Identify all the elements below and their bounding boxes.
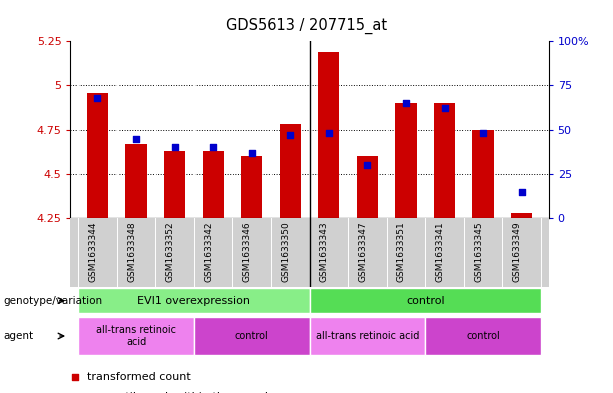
Text: GSM1633345: GSM1633345 [474, 222, 483, 282]
Text: GSM1633348: GSM1633348 [127, 222, 136, 282]
Text: control: control [406, 296, 444, 306]
Text: GSM1633342: GSM1633342 [204, 222, 213, 282]
Bar [395, 103, 417, 218]
Text: control: control [466, 331, 500, 341]
Bar [164, 151, 185, 218]
Point [131, 135, 141, 141]
Bar [202, 151, 224, 218]
Point [517, 188, 527, 195]
Bar [434, 103, 455, 218]
Point [170, 144, 180, 151]
Text: GSM1633343: GSM1633343 [320, 222, 329, 282]
Point [286, 132, 295, 138]
Point [440, 105, 449, 112]
Text: EVI1 overexpression: EVI1 overexpression [137, 296, 250, 306]
Point [478, 130, 488, 136]
Bar [87, 93, 108, 218]
Bar [357, 156, 378, 218]
Point [324, 130, 333, 136]
Text: agent: agent [3, 331, 33, 341]
Text: control: control [235, 331, 268, 341]
Bar [425, 317, 541, 355]
Bar [280, 124, 301, 218]
Bar [318, 52, 340, 218]
Point [247, 149, 257, 156]
Text: all-trans retinoic
acid: all-trans retinoic acid [96, 325, 176, 347]
Text: GSM1633352: GSM1633352 [166, 222, 175, 282]
Bar [310, 317, 425, 355]
Text: GSM1633346: GSM1633346 [243, 222, 252, 282]
Point [208, 144, 218, 151]
Text: GSM1633341: GSM1633341 [435, 222, 444, 282]
Bar [126, 144, 147, 218]
Text: GSM1633350: GSM1633350 [281, 222, 291, 282]
Point [348, 132, 358, 138]
Point [401, 100, 411, 106]
Text: all-trans retinoic acid: all-trans retinoic acid [316, 331, 419, 341]
Bar [310, 288, 541, 313]
Bar [473, 130, 493, 218]
Point [93, 95, 102, 101]
Point [348, 310, 358, 317]
Bar [78, 317, 194, 355]
Bar [511, 213, 532, 218]
Bar [194, 317, 310, 355]
Text: GSM1633344: GSM1633344 [88, 222, 97, 282]
Text: percentile rank within the sample: percentile rank within the sample [87, 392, 275, 393]
Bar [241, 156, 262, 218]
Point [362, 162, 372, 168]
Text: GSM1633351: GSM1633351 [397, 222, 406, 282]
Bar [78, 288, 310, 313]
Text: GSM1633349: GSM1633349 [512, 222, 522, 282]
Text: GSM1633347: GSM1633347 [359, 222, 367, 282]
Text: GDS5613 / 207715_at: GDS5613 / 207715_at [226, 18, 387, 34]
Text: transformed count: transformed count [87, 372, 191, 382]
Text: genotype/variation: genotype/variation [3, 296, 102, 306]
